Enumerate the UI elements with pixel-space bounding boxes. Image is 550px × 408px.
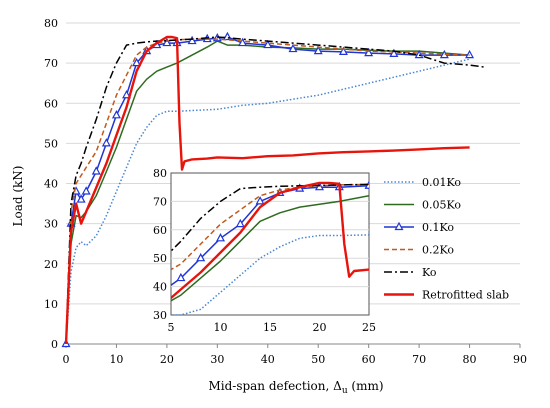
y-tick-label: 30 [44, 218, 58, 231]
y-tick-label: 0 [51, 338, 58, 351]
series-line-0-05ko [171, 194, 369, 302]
legend-label: Retrofitted slab [422, 289, 509, 302]
inset-chart: 30 40 50 60 70 80 5 10 15 20 25 [153, 167, 376, 334]
data-point-marker [132, 57, 142, 67]
y-tick-label: 10 [44, 298, 58, 311]
legend-label: 0.01Ko [422, 176, 461, 189]
data-point-marker [122, 89, 132, 99]
data-point-marker [338, 46, 348, 55]
series-line-0-1ko [65, 36, 470, 345]
series-line-ko [65, 36, 485, 345]
x-tick-label: 70 [412, 353, 426, 366]
data-point-marker [313, 45, 323, 55]
legend-label: 0.1Ko [422, 221, 454, 234]
series-line-0-1ko [171, 185, 369, 287]
inset-x-tick-label: 10 [214, 321, 228, 334]
data-point-marker [81, 186, 91, 195]
x-tick-label: 80 [463, 353, 477, 366]
data-point-marker [238, 37, 248, 47]
x-tick-label: 40 [261, 353, 275, 366]
inset-x-tick-label: 20 [313, 321, 327, 334]
data-point-marker [101, 138, 111, 147]
data-point-marker [288, 43, 298, 53]
inset-series-group [171, 180, 369, 315]
y-tick-label: 50 [44, 137, 58, 150]
series-line-ko [171, 183, 369, 253]
inset-tick-labels: 30 40 50 60 70 80 5 10 15 20 25 [153, 167, 376, 334]
data-point-marker [162, 37, 172, 47]
series-line-retrofitted-slab [64, 35, 470, 345]
data-point-marker [187, 35, 197, 45]
series-line-retrofitted-slab [171, 181, 369, 300]
data-point-marker [176, 272, 186, 282]
inset-y-tick-label: 70 [153, 195, 167, 208]
main-tick-labels: 0 10 20 30 40 50 60 70 80 0 10 20 30 40 50 60 70 80 90 [44, 17, 527, 366]
data-point-marker [263, 39, 273, 49]
y-tick-label: 20 [44, 258, 58, 271]
x-axis-label-unit: (mm) [348, 379, 384, 393]
inset-y-tick-label: 30 [153, 309, 167, 322]
y-tick-label: 80 [44, 17, 58, 30]
y-axis-label: Load (kN) [11, 166, 25, 227]
y-tick-label: 70 [44, 57, 58, 70]
y-tick-label: 60 [44, 97, 58, 110]
legend-marker [394, 221, 404, 231]
x-axis-label-subscript: u [342, 386, 348, 396]
data-point-marker [76, 194, 86, 203]
inset-y-tick-label: 40 [153, 281, 167, 294]
inset-x-tick-label: 25 [362, 321, 376, 334]
x-tick-label: 90 [513, 353, 527, 366]
data-point-marker [235, 218, 245, 228]
inset-y-tick-label: 60 [153, 224, 167, 237]
data-point-marker [389, 48, 399, 57]
data-point-marker [111, 110, 121, 119]
inset-y-tick-label: 80 [153, 167, 167, 180]
y-tick-label: 40 [44, 178, 58, 191]
x-tick-label: 0 [63, 353, 70, 366]
x-tick-label: 20 [160, 353, 174, 366]
series-line-0-01ko [65, 58, 470, 345]
data-point-marker [364, 47, 374, 57]
x-axis-label-main: Mid-span defection, Δ [208, 379, 342, 393]
legend: 0.01Ko 0.05Ko 0.1Ko 0.2Ko Ko Retrofitted slab [384, 176, 509, 302]
legend-label: Ko [422, 266, 437, 279]
x-tick-label: 30 [210, 353, 224, 366]
series-line-0-05ko [65, 40, 470, 345]
data-point-marker [91, 166, 101, 175]
x-tick-label: 60 [362, 353, 376, 366]
inset-x-tick-label: 5 [168, 321, 175, 334]
series-line-0-01ko [171, 234, 369, 315]
data-point-marker [414, 49, 424, 59]
data-point-marker [196, 252, 206, 262]
x-tick-label: 50 [311, 353, 325, 366]
legend-label: 0.2Ko [422, 244, 454, 257]
x-tick-label: 10 [109, 353, 123, 366]
data-point-marker [255, 196, 265, 205]
inset-x-tick-label: 15 [263, 321, 277, 334]
main-series-group [61, 31, 485, 348]
legend-label: 0.05Ko [422, 199, 461, 212]
inset-y-tick-label: 50 [153, 252, 167, 265]
data-point-marker [215, 233, 226, 242]
x-axis-label: Mid-span defection, Δu (mm) [208, 379, 383, 396]
